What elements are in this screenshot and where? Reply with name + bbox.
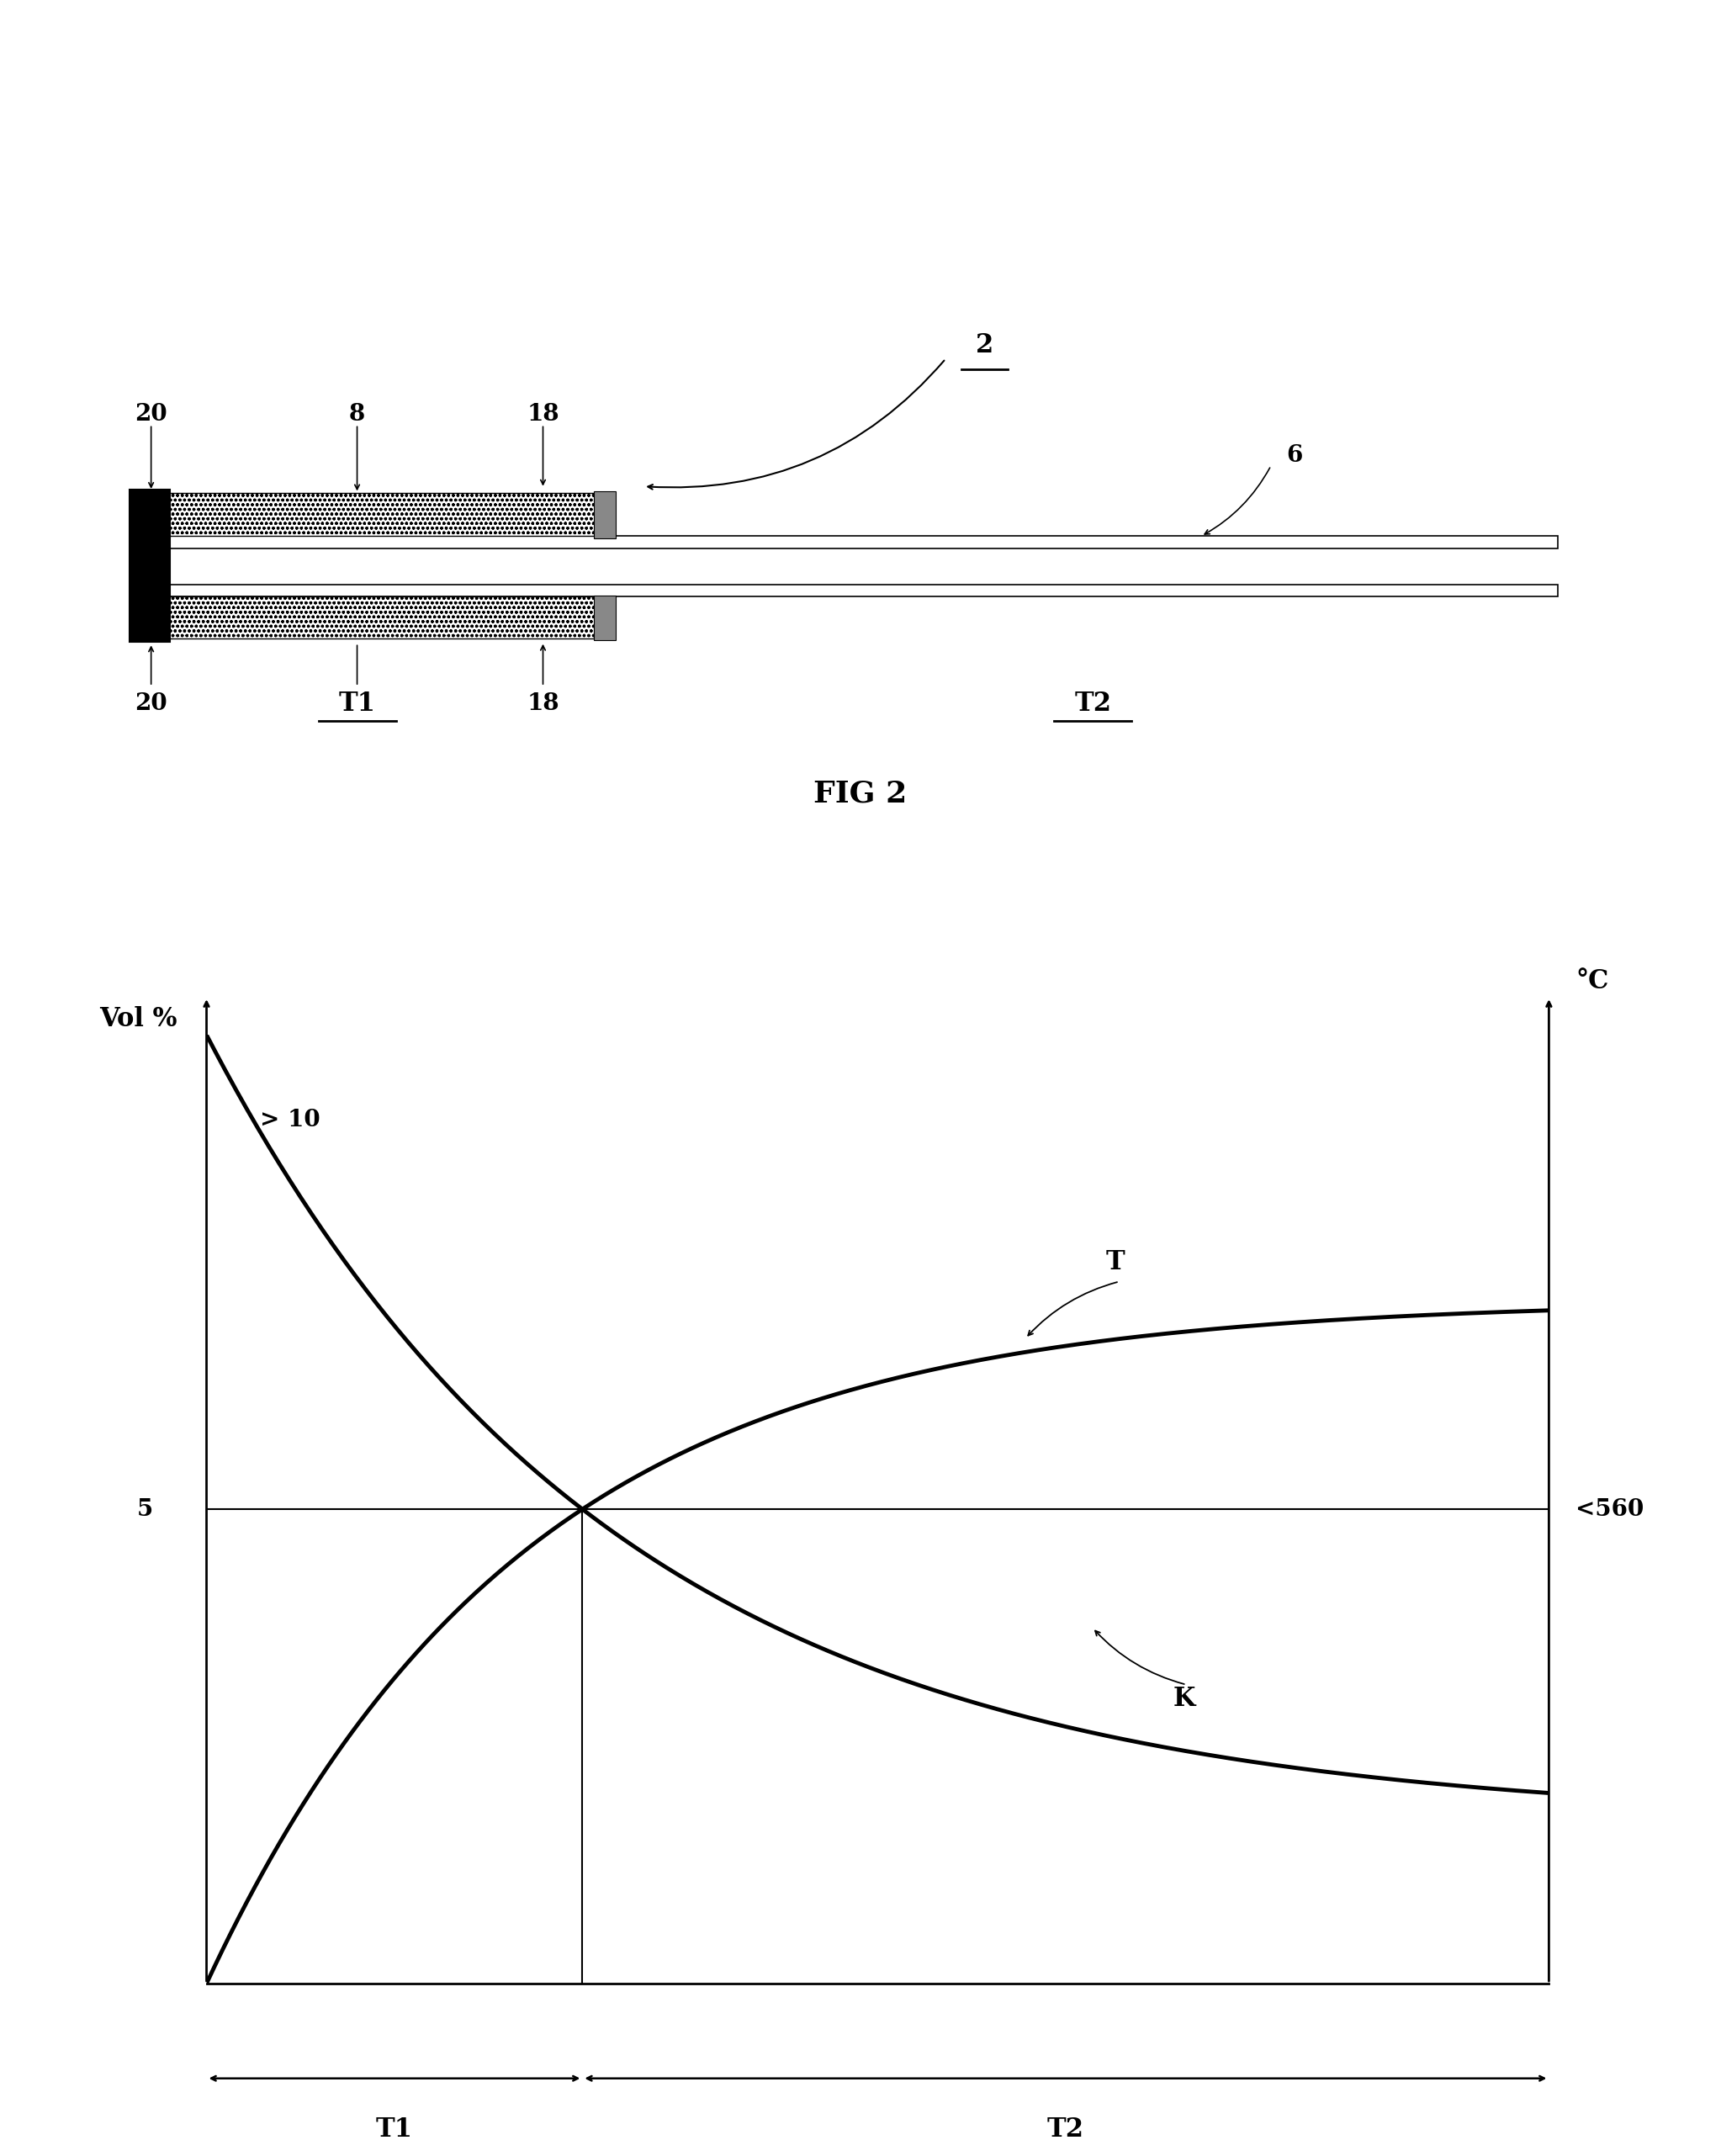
Text: 20: 20 xyxy=(134,403,167,425)
Bar xyxy=(163,494,613,537)
Text: T2: T2 xyxy=(1074,690,1112,716)
Text: > 10: > 10 xyxy=(260,1108,320,1132)
Bar xyxy=(163,584,1558,597)
Bar xyxy=(163,597,613,638)
Text: T: T xyxy=(1107,1250,1126,1276)
Text: K: K xyxy=(1174,1686,1196,1712)
Bar xyxy=(594,492,616,539)
Text: 18: 18 xyxy=(527,403,559,425)
Text: 8: 8 xyxy=(349,403,365,425)
Text: 18: 18 xyxy=(527,692,559,716)
Text: °C: °C xyxy=(1576,968,1609,994)
Text: FIG 2: FIG 2 xyxy=(814,778,907,808)
Text: <560: <560 xyxy=(1576,1498,1644,1520)
Bar xyxy=(594,595,616,640)
Text: 20: 20 xyxy=(134,692,167,716)
Text: T2: T2 xyxy=(1046,2117,1084,2143)
Text: 2: 2 xyxy=(976,332,993,358)
Text: T1: T1 xyxy=(339,690,375,716)
Text: T1: T1 xyxy=(375,2117,413,2143)
Text: Vol %: Vol % xyxy=(100,1007,177,1033)
Bar xyxy=(163,537,1558,548)
Text: 5: 5 xyxy=(136,1498,153,1520)
Text: 6: 6 xyxy=(1286,444,1303,466)
Bar xyxy=(129,489,170,642)
